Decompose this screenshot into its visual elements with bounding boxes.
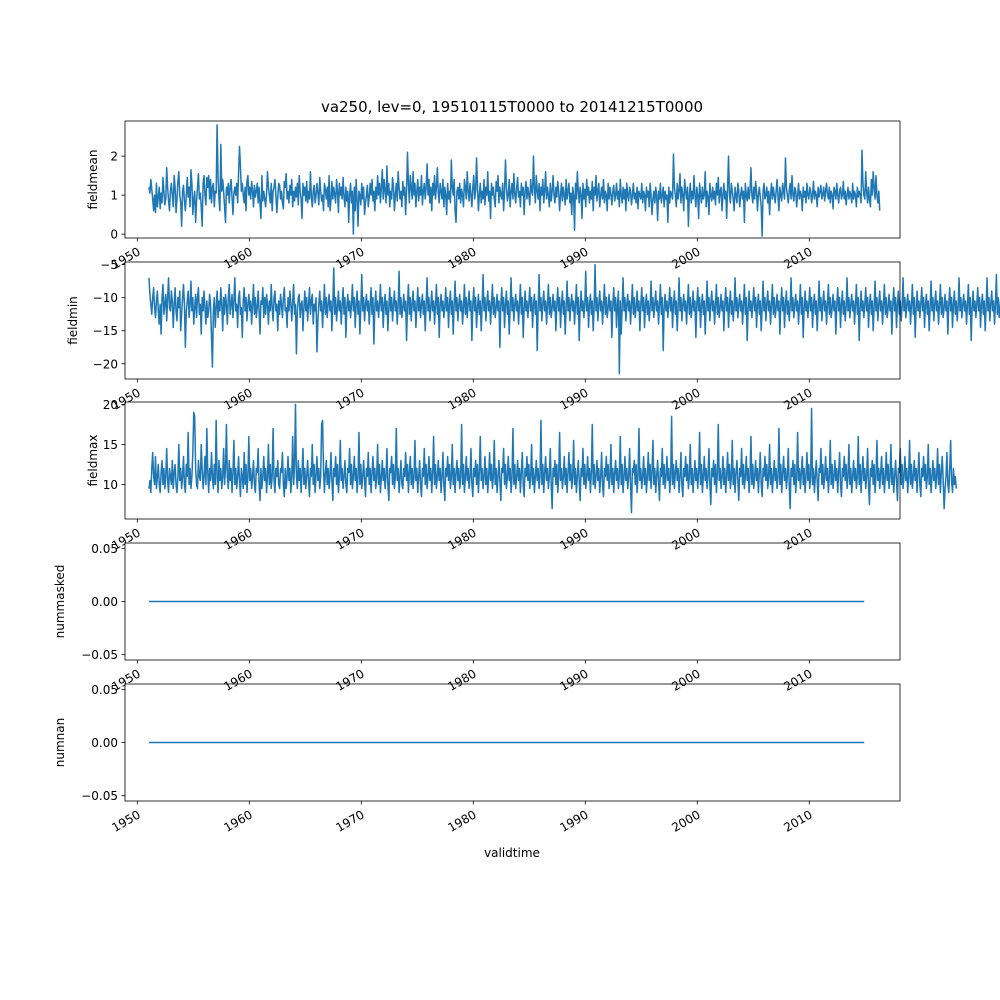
y-axis-label: fieldmax: [86, 434, 100, 486]
y-tick-label: −0.05: [81, 648, 118, 662]
y-tick-label: −20: [93, 357, 118, 371]
axes-frame: [124, 120, 901, 239]
x-axis-label: validtime: [484, 846, 540, 860]
y-tick-label: −10: [93, 291, 118, 305]
y-axis-label: numnan: [53, 718, 67, 767]
y-tick-label: 0.00: [91, 736, 118, 750]
y-tick-label: 1: [110, 189, 118, 203]
y-tick-label: −15: [93, 324, 118, 338]
y-axis-label: fieldmin: [66, 296, 80, 345]
y-tick-label: −5: [100, 258, 118, 272]
y-tick-label: 2: [110, 150, 118, 164]
figure-title: va250, lev=0, 19510115T0000 to 20141215T…: [321, 98, 703, 116]
series-line-fieldmean: [148, 124, 881, 237]
axes-frame: [124, 401, 901, 520]
y-axis-label: nummasked: [53, 565, 67, 639]
y-tick-label: 15: [103, 438, 118, 452]
y-tick-label: 0.00: [91, 595, 118, 609]
y-tick-label: 20: [103, 398, 118, 412]
series-line-fieldmax: [148, 403, 958, 514]
y-tick-label: 0: [110, 228, 118, 242]
y-tick-label: 0.05: [91, 542, 118, 556]
y-tick-label: 10: [103, 478, 118, 492]
series-line-fieldmin: [148, 263, 1000, 375]
y-axis-label: fieldmean: [86, 150, 100, 210]
y-tick-label: 0.05: [91, 683, 118, 697]
axes-frame: [124, 261, 901, 380]
y-tick-label: −0.05: [81, 789, 118, 803]
